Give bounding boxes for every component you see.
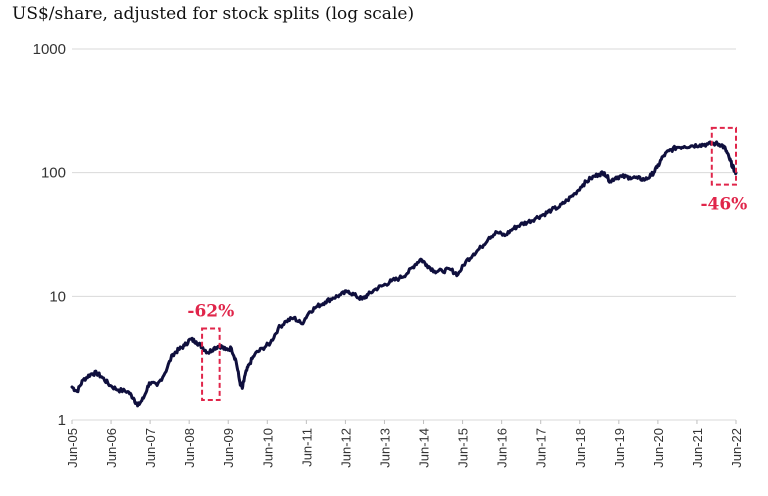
x-tick-label: Jun-05	[65, 428, 80, 468]
drawdown-box	[201, 327, 221, 402]
x-tick-label: Jun-16	[495, 428, 510, 468]
x-tick-label: Jun-06	[104, 428, 119, 468]
x-tick-label: Jun-20	[651, 428, 666, 468]
x-tick-label: Jun-07	[143, 428, 158, 468]
x-tick-label: Jun-13	[377, 428, 392, 468]
series-layer	[70, 140, 738, 408]
x-tick-label: Jun-11	[299, 428, 314, 467]
x-tick-label: Jun-22	[729, 428, 744, 468]
gridlines	[72, 48, 736, 421]
y-axis-ticks: 1 10 100 1000	[33, 41, 66, 429]
drawdown-label: -46%	[700, 195, 747, 215]
y-tick-label: 10	[49, 288, 66, 305]
chart-subtitle: US$/share, adjusted for stock splits (lo…	[12, 4, 415, 24]
y-tick-label: 1	[58, 412, 66, 429]
series-line	[70, 140, 738, 408]
y-tick-label: 1000	[33, 41, 66, 58]
drawdown-label: -62%	[187, 301, 234, 321]
x-tick-label: Jun-12	[338, 428, 353, 468]
x-tick-label: Jun-09	[221, 428, 236, 468]
x-tick-label: Jun-08	[182, 428, 197, 468]
annotations: -62% -46%	[187, 126, 747, 402]
x-tick-label: Jun-10	[260, 428, 275, 468]
x-tick-label: Jun-14	[417, 428, 432, 468]
drawdown-box	[710, 126, 737, 186]
x-tick-label: Jun-15	[456, 428, 471, 468]
x-tick-label: Jun-17	[534, 428, 549, 468]
x-tick-label: Jun-19	[612, 428, 627, 468]
x-axis-ticks: Jun-05 Jun-06 Jun-07 Jun-08 Jun-09 Jun-10 Jun-…	[65, 420, 744, 468]
y-tick-label: 100	[41, 165, 66, 182]
x-tick-label: Jun-21	[690, 428, 705, 468]
x-tick-label: Jun-18	[573, 428, 588, 468]
